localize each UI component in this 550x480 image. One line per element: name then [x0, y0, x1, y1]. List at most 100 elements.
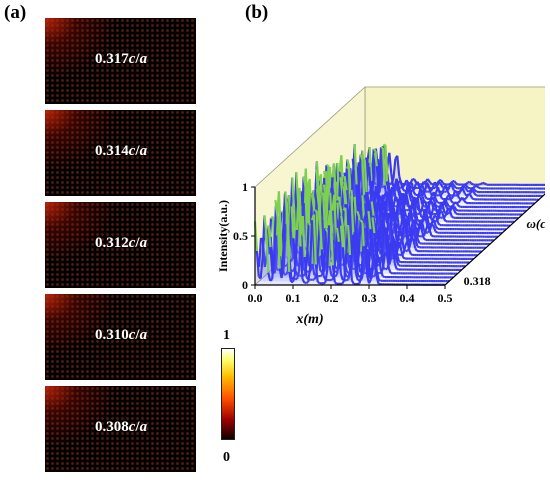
- trace-segment: [398, 241, 403, 251]
- trace-segment: [306, 184, 311, 241]
- y-tick-label: 0: [242, 278, 248, 292]
- trace-segment: [284, 270, 289, 276]
- trace-segment: [466, 186, 470, 190]
- trace-segment: [355, 263, 360, 276]
- trace-segment: [412, 228, 417, 239]
- panel-a-label: (a): [4, 2, 27, 23]
- trace-segment: [431, 234, 434, 238]
- trace-segment: [351, 239, 356, 248]
- trace-segment: [455, 192, 460, 199]
- z-tick-label: 0.318: [464, 274, 491, 288]
- trace-segment: [319, 274, 323, 278]
- trace-segment: [422, 180, 427, 184]
- trace-segment: [331, 265, 336, 283]
- trace-segment: [394, 196, 399, 200]
- frequency-label: 0.314c/a: [95, 143, 148, 159]
- trace-segment: [470, 182, 474, 186]
- trace-segment: [368, 278, 372, 284]
- trace-segment: [330, 277, 334, 281]
- trace-segment: [426, 224, 431, 231]
- trace-segment: [408, 237, 413, 248]
- colorbar-min-label: 0: [223, 450, 230, 465]
- trace-segment: [360, 267, 365, 280]
- trace-segment: [334, 273, 339, 278]
- trace-segment: [309, 219, 314, 269]
- trace-segment: [343, 253, 348, 281]
- trace-fill: [348, 147, 539, 200]
- trace-segment: [457, 204, 461, 208]
- x-tick-label: 0.3: [362, 291, 377, 305]
- trace-segment: [381, 194, 386, 212]
- trace-segment: [279, 222, 284, 262]
- trace-segment: [325, 171, 330, 226]
- trace-segment: [283, 273, 287, 276]
- trace-segment: [394, 245, 399, 262]
- trace-segment: [291, 274, 296, 283]
- trace-segment: [464, 193, 468, 197]
- trace-segment: [354, 211, 359, 248]
- trace-segment: [359, 219, 364, 224]
- trace-segment: [451, 206, 455, 211]
- trace-segment: [370, 185, 375, 197]
- trace-segment: [303, 256, 308, 278]
- trace-segment: [414, 217, 419, 225]
- z-axis-line: [444, 193, 545, 286]
- trace-segment: [377, 248, 382, 255]
- trace-segment: [395, 180, 400, 191]
- trace-segment: [461, 196, 466, 202]
- trace-segment: [378, 278, 382, 282]
- z-axis-title: ω(c/a): [527, 216, 545, 231]
- trace-segment: [427, 185, 432, 194]
- trace-segment: [461, 188, 466, 195]
- trace-segment: [350, 279, 355, 285]
- trace-segment: [350, 195, 355, 235]
- waterfall-plot: 0.00.10.20.30.40.500.510.3180.307x(m)Int…: [216, 86, 545, 327]
- trace-segment: [433, 181, 438, 187]
- trace-segment: [439, 183, 444, 188]
- trace-segment: [323, 264, 328, 272]
- trace-segment: [418, 210, 423, 218]
- trace-segment: [398, 201, 403, 220]
- field-map-0310: 0.310c/a: [45, 294, 196, 380]
- trace-segment: [357, 282, 360, 286]
- trace-segment: [447, 184, 452, 191]
- trace-segment: [451, 182, 455, 187]
- trace-segment: [458, 188, 463, 195]
- trace-segment: [417, 194, 421, 198]
- trace-segment: [378, 182, 383, 193]
- trace-segment: [387, 212, 392, 219]
- trace-segment: [265, 233, 270, 273]
- trace-segment: [307, 222, 312, 227]
- trace-segment: [416, 197, 421, 211]
- trace-segment: [375, 166, 380, 196]
- trace-segment: [466, 189, 470, 193]
- trace-segment: [422, 230, 427, 237]
- trace-segment: [406, 187, 411, 194]
- trace-segment: [340, 215, 345, 229]
- trace-segment: [396, 255, 401, 262]
- colorbar: [221, 348, 235, 440]
- trace-segment: [392, 239, 397, 246]
- trace-segment: [401, 187, 406, 192]
- trace-segment: [455, 212, 459, 216]
- trace-segment: [398, 260, 402, 264]
- trace-segment: [348, 255, 353, 281]
- trace-segment: [353, 247, 358, 274]
- trace-segment: [271, 258, 276, 280]
- trace-segment: [465, 193, 470, 199]
- field-map-0314: 0.314c/a: [45, 110, 196, 196]
- trace-segment: [379, 269, 384, 277]
- trace-segment: [305, 222, 310, 263]
- trace-segment: [399, 180, 404, 189]
- trace-segment: [448, 210, 453, 217]
- trace-segment: [433, 201, 438, 211]
- trace-segment: [258, 237, 263, 267]
- trace-segment: [398, 227, 403, 238]
- trace-segment: [441, 187, 446, 195]
- y-axis-title: Intensity(a.u.): [216, 200, 230, 272]
- trace-segment: [370, 201, 375, 216]
- trace-segment: [371, 217, 376, 234]
- trace-segment: [467, 192, 471, 196]
- trace-segment: [446, 191, 451, 196]
- trace-segment: [302, 176, 307, 188]
